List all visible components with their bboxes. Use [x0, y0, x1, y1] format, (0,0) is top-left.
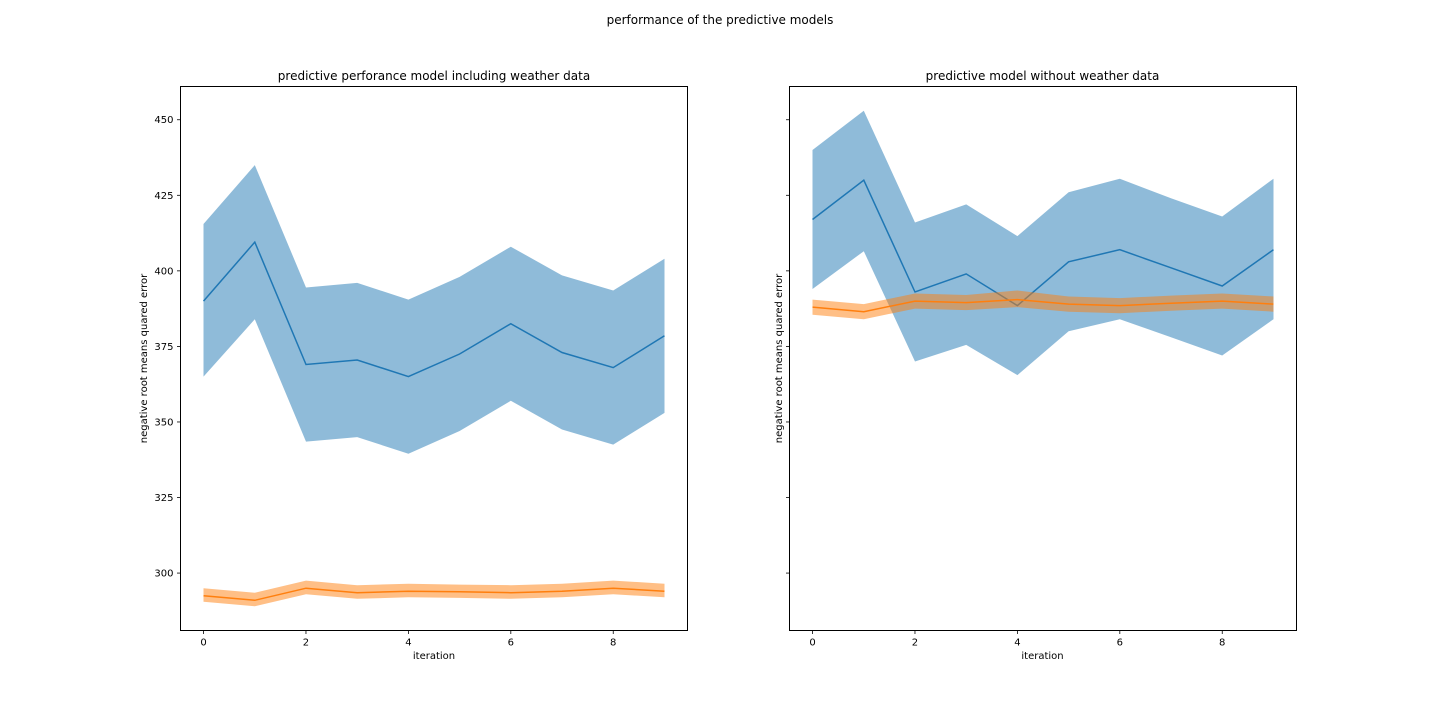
- x-tick-label: 8: [610, 638, 616, 649]
- x-axis-label: iteration: [413, 651, 455, 662]
- panel-with-weather: predictive perforance model including we…: [139, 69, 688, 662]
- plot-area: [202, 165, 665, 607]
- y-tick-label: 425: [154, 191, 173, 202]
- x-axis: 0 2 4 6 8: [200, 630, 616, 649]
- x-tick-label: 8: [1219, 638, 1225, 649]
- x-tick-label: 6: [1117, 638, 1123, 649]
- mean-line: [812, 179, 1274, 307]
- figure-title: performance of the predictive models: [607, 13, 834, 27]
- series-0: [812, 110, 1274, 376]
- y-tick-label: 325: [154, 493, 173, 504]
- confidence-band: [203, 165, 665, 454]
- confidence-band: [812, 290, 1274, 320]
- y-tick-label: 350: [154, 417, 173, 428]
- x-tick-label: 4: [405, 638, 411, 649]
- axes-frame: [789, 86, 1297, 631]
- mean-line: [812, 298, 1274, 313]
- plot-area: [812, 110, 1274, 376]
- axes-frame: [180, 86, 688, 631]
- x-axis: 0 2 4 6 8: [809, 630, 1225, 649]
- x-axis-label: iteration: [1021, 651, 1063, 662]
- x-tick-label: 2: [912, 638, 918, 649]
- confidence-band: [203, 580, 665, 607]
- y-tick-label: 400: [154, 266, 173, 277]
- series-1: [203, 580, 665, 607]
- x-tick-label: 0: [809, 638, 815, 649]
- y-axis-label: negative root means quared error: [774, 273, 785, 443]
- y-tick-label: 300: [154, 569, 173, 580]
- y-tick-label: 375: [154, 342, 173, 353]
- panel-title: predictive model without weather data: [926, 69, 1160, 83]
- y-axis: [786, 119, 790, 574]
- series-0: [202, 165, 665, 454]
- y-axis: 300 325 350 375 400 425 450: [154, 115, 181, 580]
- x-tick-label: 6: [508, 638, 514, 649]
- x-tick-label: 4: [1014, 638, 1020, 649]
- panel-without-weather: predictive model without weather data 0 2…: [774, 69, 1297, 662]
- panel-title: predictive perforance model including we…: [278, 69, 590, 83]
- y-tick-label: 450: [154, 115, 173, 126]
- mean-line: [203, 587, 665, 602]
- mean-line: [202, 240, 665, 378]
- x-tick-label: 2: [303, 638, 309, 649]
- confidence-band: [812, 110, 1274, 376]
- series-1: [812, 290, 1274, 320]
- x-tick-label: 0: [200, 638, 206, 649]
- y-axis-label: negative root means quared error: [139, 273, 150, 443]
